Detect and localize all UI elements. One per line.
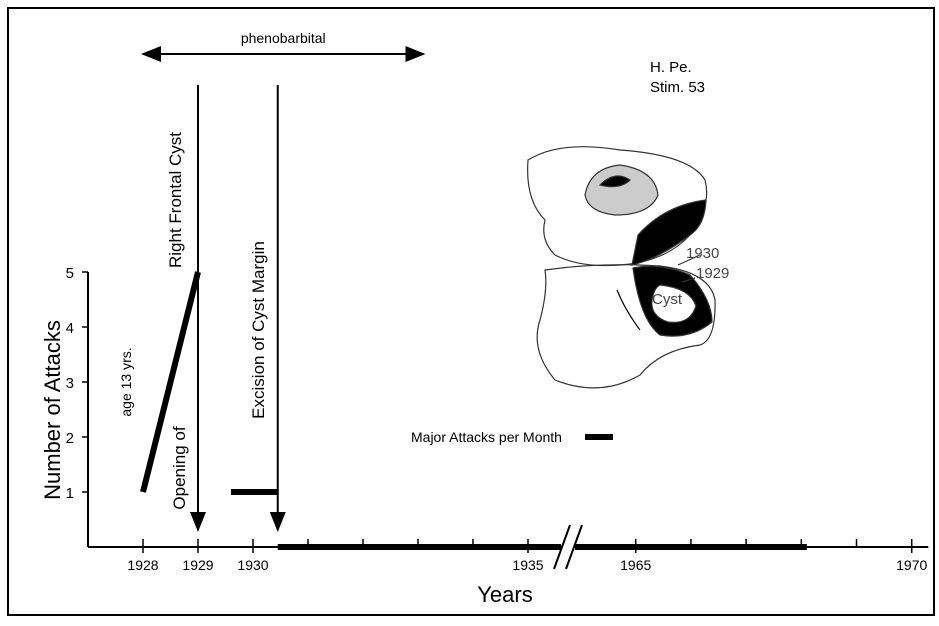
axis-break — [553, 524, 571, 570]
y-tick-label: 1 — [66, 485, 74, 502]
annotation: age 13 yrs. — [118, 347, 134, 416]
frame — [7, 7, 935, 616]
x-tick-label: 1970 — [896, 557, 927, 573]
inset-text: H. Pe. — [650, 59, 692, 76]
y-tick-label: 2 — [66, 430, 74, 447]
x-tick-label: 1930 — [237, 557, 268, 573]
axis-break — [565, 524, 583, 570]
annotation: Opening of — [170, 426, 189, 509]
x-tick-label: 1965 — [620, 557, 651, 573]
annotation: Right Frontal Cyst — [166, 132, 185, 268]
inset-label: 1929 — [696, 265, 729, 282]
annotation: phenobarbital — [241, 30, 326, 46]
brain-diagram — [527, 146, 716, 389]
legend-label: Major Attacks per Month — [411, 429, 562, 445]
y-tick-label: 5 — [66, 265, 74, 282]
y-axis-label: Number of Attacks — [40, 320, 65, 500]
y-tick-label: 4 — [66, 320, 74, 337]
inset-text: Stim. 53 — [650, 79, 705, 96]
x-axis-label: Years — [477, 582, 532, 607]
data-line — [140, 271, 201, 493]
y-tick-label: 3 — [66, 375, 74, 392]
x-tick-label: 1935 — [512, 557, 543, 573]
annotation: Excision of Cyst Margin — [249, 241, 268, 419]
inset-label: Cyst — [652, 291, 683, 308]
inset-label: 1930 — [686, 245, 719, 262]
x-tick-label: 1929 — [182, 557, 213, 573]
x-tick-label: 1928 — [127, 557, 158, 573]
